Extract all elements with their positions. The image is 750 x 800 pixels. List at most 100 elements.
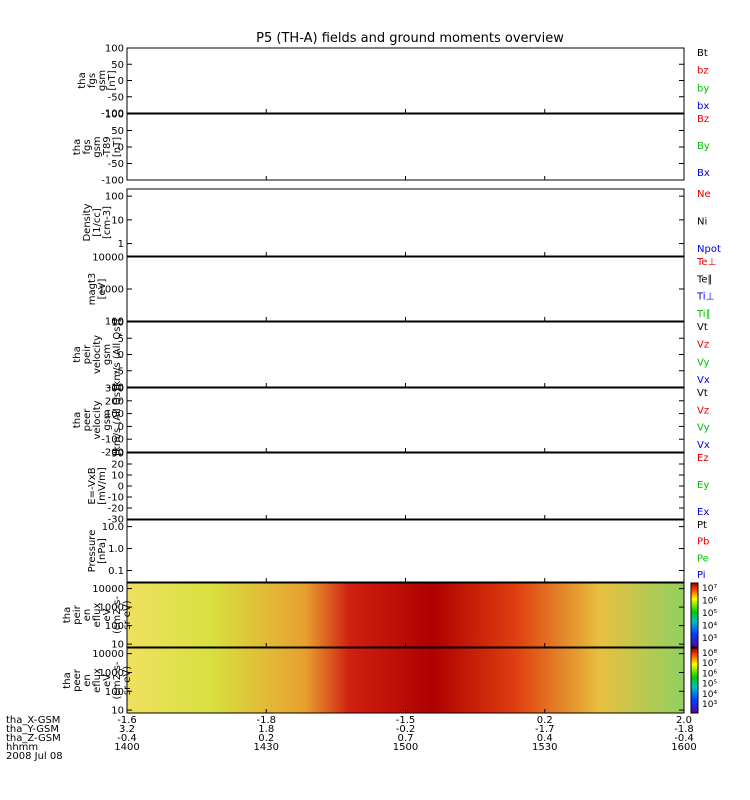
legend-Vz: Vz: [697, 405, 709, 416]
legend-Pi: Pi: [697, 570, 706, 581]
x-tick-label: 1500: [393, 742, 418, 753]
y-tick-label: -10: [108, 383, 124, 394]
x-tick-label: -1.7: [535, 724, 555, 735]
panel-frame: [126, 321, 685, 388]
colorbar-label: 10⁴: [702, 690, 717, 700]
colorbar-label: 10³: [702, 634, 717, 644]
x-tick-label: 1.8: [258, 724, 274, 735]
y-axis-label: gsm: [92, 136, 103, 157]
y-tick-label: 1000: [99, 668, 124, 679]
colorbar: [690, 647, 699, 714]
legend-Te⊥: Te⊥: [696, 257, 716, 268]
x-tick-label: -1.8: [674, 724, 694, 735]
y-axis-label: [1/cc]: [92, 208, 103, 237]
x-tick-label: -0.4: [117, 733, 137, 744]
y-tick-label: 10.0: [102, 522, 124, 533]
legend-by: by: [697, 83, 709, 94]
y-tick-label: 50: [111, 126, 124, 137]
x-tick-label: 1600: [671, 742, 696, 753]
y-axis-label: peer: [82, 408, 93, 432]
y-tick-label: 50: [111, 60, 124, 71]
panel-2: 100 50 0 -50 -100 tha fgs gsm -T89 [nT] Bz By Bx: [72, 110, 710, 187]
y-axis-label: E=-VxB: [87, 467, 98, 504]
y-axis-label: eflux: [92, 668, 103, 693]
y-axis-label: Density: [82, 203, 93, 241]
y-tick-label: 0: [118, 422, 124, 433]
legend-Ex: Ex: [697, 507, 709, 518]
y-tick-label: 100: [105, 44, 124, 55]
y-tick-label: 1000: [99, 285, 124, 296]
y-tick-label: 0: [118, 76, 124, 87]
y-tick-label: 1000: [99, 603, 124, 614]
y-axis-label: fgs: [87, 73, 98, 88]
panel-8: 10.0 1.0 0.1 Pressure [nPa] Pt Pb Pe Pi: [87, 519, 709, 583]
x-tick-label: 0.7: [398, 733, 414, 744]
y-axis-label: tha: [72, 412, 83, 428]
x-tick-label: -0.4: [674, 733, 694, 744]
legend-Ti⊥: Ti⊥: [696, 292, 714, 303]
x-tick-label: 1400: [114, 742, 139, 753]
colorbar-label: 10⁴: [702, 622, 717, 632]
y-axis-label: [eV]: [97, 279, 108, 300]
y-tick-label: 0: [118, 350, 124, 361]
y-axis-label: (cm2-s-: [112, 596, 123, 634]
legend-Ti∥: Ti∥: [696, 309, 711, 320]
legend-Pt: Pt: [697, 520, 707, 531]
y-axis-label: [km/s (All Qs)]: [112, 384, 123, 456]
y-tick-label: -50: [108, 159, 124, 170]
y-axis-label: tha: [62, 607, 73, 623]
colorbar-label: 10⁷: [702, 659, 717, 669]
x-row-label: tha_Z-GSM: [6, 733, 61, 744]
y-tick-label: 0.1: [108, 566, 124, 577]
legend-Te∥: Te∥: [696, 274, 713, 285]
y-axis-label: en: [82, 674, 93, 687]
y-tick-label: -5: [114, 366, 124, 377]
x-row-label: tha_X-GSM: [6, 715, 60, 726]
legend-Npot: Npot: [697, 244, 721, 255]
y-axis-label: eV: [102, 674, 113, 687]
y-tick-label: -200: [101, 448, 124, 459]
panel-frame: [126, 387, 685, 453]
date-label: 2008 Jul 08: [6, 751, 63, 762]
y-axis-label: magt3: [87, 273, 98, 306]
y-axis-label: [mV/m]: [97, 467, 108, 505]
panel-5: 10 5 0 -5 -10 tha peir velocity gsm [km/s (All Qs…: [72, 318, 710, 394]
x-row-label: hhmm: [6, 742, 38, 753]
panel-9: 10⁷ 10⁶ 10⁵ 10⁴ 10³ 10000 1000 100 10 tha peir en ef…: [62, 582, 717, 651]
x-tick-label: 0.2: [258, 733, 274, 744]
y-axis-label: [nPa]: [97, 538, 108, 564]
x-tick-label: 1530: [532, 742, 557, 753]
panel-1: 100 50 0 -50 -100 tha fgs gsm [nT] Bt bz by bx: [77, 44, 709, 120]
colorbar-label: 10⁸: [702, 649, 717, 659]
y-axis-label: [nT]: [112, 137, 123, 157]
y-tick-label: -100: [101, 109, 124, 120]
legend-bz: bz: [697, 66, 709, 77]
x-tick-label: -1.5: [396, 715, 416, 726]
y-tick-label: -100: [101, 176, 124, 187]
x-tick-label: 3.2: [119, 724, 135, 735]
legend-Ne: Ne: [697, 189, 711, 200]
x-tick-label: 2.0: [676, 715, 692, 726]
legend-Bz: Bz: [697, 114, 709, 125]
y-tick-label: 10000: [92, 584, 124, 595]
y-axis-label: Pressure: [87, 530, 98, 573]
legend-Vx: Vx: [697, 440, 710, 451]
x-axis-labels: tha_X-GSM -1.6 -1.8 -1.5 0.2 2.0 tha_Y-GSM 3.2 1…: [6, 715, 697, 762]
x-tick-label: -0.2: [396, 724, 416, 735]
colorbar-label: 10⁷: [702, 584, 717, 594]
legend-Ni: Ni: [697, 217, 707, 228]
y-tick-label: 100: [105, 110, 124, 121]
y-axis-label: en: [82, 609, 93, 622]
legend-Vx: Vx: [697, 375, 710, 386]
y-axis-label: eflux: [92, 603, 103, 628]
y-axis-label: fgs: [82, 139, 93, 154]
x-tick-label: -1.8: [256, 715, 276, 726]
y-tick-label: -10: [108, 493, 124, 504]
panel-3: 100 10 1 Density [1/cc] [cm-3] Ne Ni Npot: [82, 188, 721, 257]
colorbar: [690, 582, 699, 648]
